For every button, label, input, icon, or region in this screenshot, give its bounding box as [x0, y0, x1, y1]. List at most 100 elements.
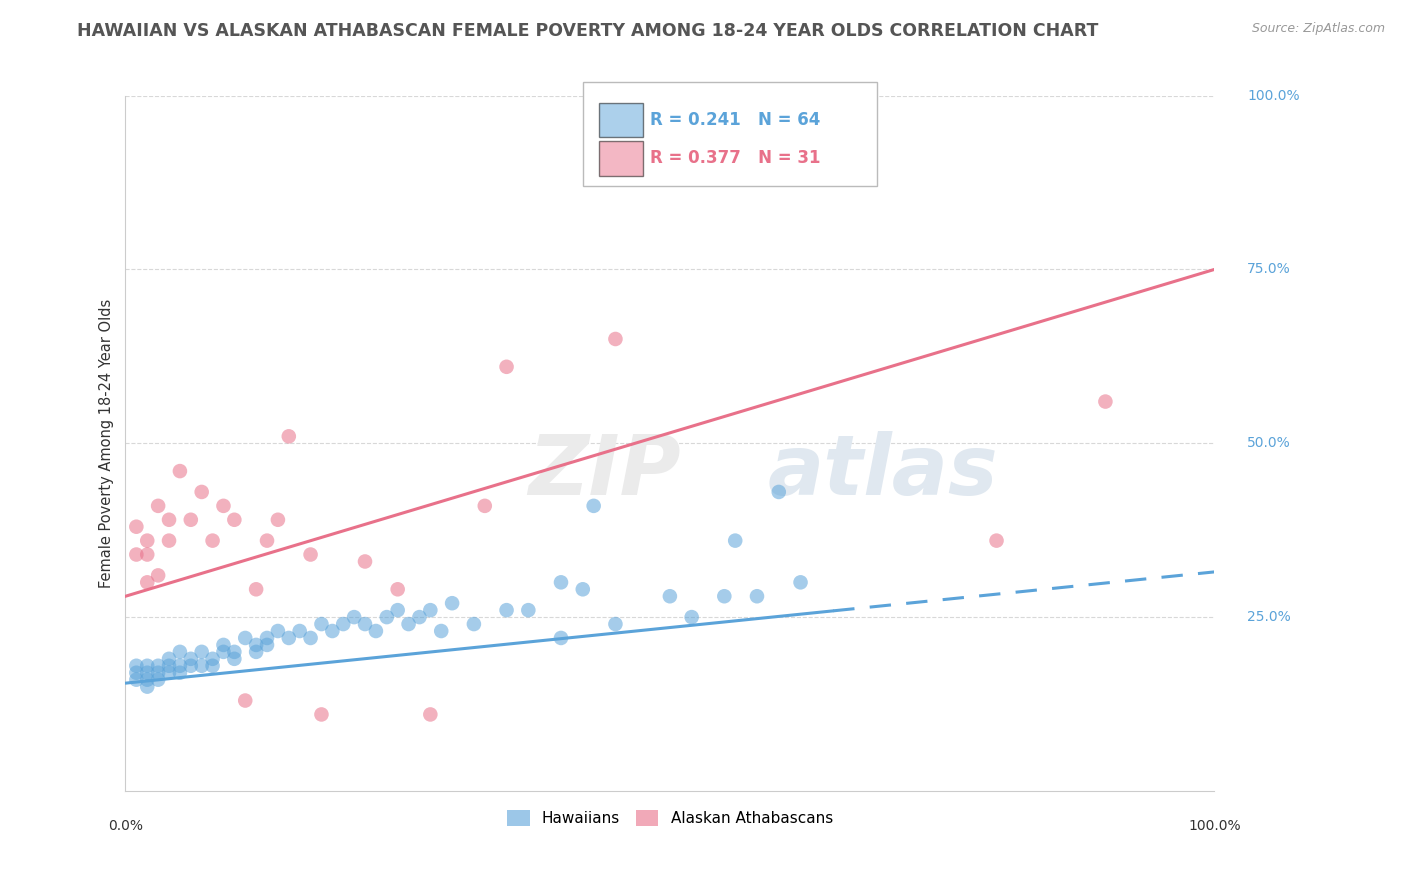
Point [157, 658, 180, 673]
Point [125, 658, 148, 673]
Point [354, 617, 377, 632]
Point [169, 665, 191, 680]
Point [157, 652, 180, 666]
Point [332, 617, 354, 632]
Point [375, 610, 398, 624]
Point [201, 533, 224, 548]
Point [190, 485, 212, 500]
Text: 50.0%: 50.0% [1247, 436, 1291, 450]
Point [157, 533, 180, 548]
Point [408, 610, 430, 624]
Point [169, 464, 191, 478]
Point [180, 513, 202, 527]
Point [180, 652, 202, 666]
Point [125, 673, 148, 687]
Point [354, 554, 377, 568]
Point [201, 652, 224, 666]
Point [277, 429, 299, 443]
Point [582, 499, 605, 513]
Point [343, 610, 366, 624]
Point [311, 617, 333, 632]
Point [157, 665, 180, 680]
Point [387, 582, 409, 597]
Text: ZIP: ZIP [529, 431, 681, 512]
Point [233, 693, 256, 707]
Y-axis label: Female Poverty Among 18-24 Year Olds: Female Poverty Among 18-24 Year Olds [100, 299, 114, 588]
Point [180, 658, 202, 673]
Point [212, 638, 235, 652]
Legend: Hawaiians, Alaskan Athabascans: Hawaiians, Alaskan Athabascans [501, 804, 839, 832]
Point [136, 680, 159, 694]
Point [768, 485, 790, 500]
Point [419, 707, 441, 722]
Point [224, 652, 246, 666]
FancyBboxPatch shape [582, 82, 877, 186]
Point [517, 603, 540, 617]
Point [299, 548, 322, 562]
Point [311, 707, 333, 722]
Point [605, 617, 627, 632]
Point [136, 533, 159, 548]
Text: 75.0%: 75.0% [1247, 262, 1291, 277]
Point [550, 575, 572, 590]
Point [713, 88, 735, 103]
Point [190, 645, 212, 659]
Point [233, 631, 256, 645]
FancyBboxPatch shape [599, 141, 643, 176]
Point [495, 359, 517, 374]
Point [146, 658, 169, 673]
Point [745, 589, 768, 603]
Point [986, 533, 1008, 548]
Point [136, 575, 159, 590]
Point [136, 548, 159, 562]
Text: R = 0.377   N = 31: R = 0.377 N = 31 [651, 149, 821, 167]
Text: atlas: atlas [768, 431, 998, 512]
Point [321, 624, 343, 638]
Point [224, 645, 246, 659]
Point [267, 624, 290, 638]
Text: 100.0%: 100.0% [1188, 819, 1240, 833]
Text: 100.0%: 100.0% [1247, 88, 1299, 103]
Point [125, 548, 148, 562]
Text: 0.0%: 0.0% [108, 819, 143, 833]
Text: 25.0%: 25.0% [1247, 610, 1291, 624]
Point [681, 610, 703, 624]
Point [146, 673, 169, 687]
Point [495, 603, 517, 617]
Point [146, 665, 169, 680]
Point [1094, 394, 1116, 409]
Point [136, 658, 159, 673]
Point [605, 332, 627, 346]
Point [277, 631, 299, 645]
Point [550, 631, 572, 645]
Point [713, 589, 735, 603]
Point [146, 499, 169, 513]
Point [658, 589, 681, 603]
Point [169, 645, 191, 659]
Text: R = 0.241   N = 64: R = 0.241 N = 64 [651, 111, 821, 129]
Point [256, 638, 278, 652]
Point [169, 658, 191, 673]
FancyBboxPatch shape [599, 103, 643, 137]
Point [157, 513, 180, 527]
Point [364, 624, 387, 638]
Point [463, 617, 485, 632]
Point [789, 575, 811, 590]
Point [190, 658, 212, 673]
Point [125, 665, 148, 680]
Point [201, 658, 224, 673]
Point [245, 638, 267, 652]
Point [288, 624, 311, 638]
Point [125, 519, 148, 533]
Point [245, 645, 267, 659]
Point [267, 513, 290, 527]
Point [387, 603, 409, 617]
Text: Source: ZipAtlas.com: Source: ZipAtlas.com [1251, 22, 1385, 36]
Point [146, 568, 169, 582]
Point [299, 631, 322, 645]
Point [474, 499, 496, 513]
Point [136, 665, 159, 680]
Point [212, 645, 235, 659]
Text: HAWAIIAN VS ALASKAN ATHABASCAN FEMALE POVERTY AMONG 18-24 YEAR OLDS CORRELATION : HAWAIIAN VS ALASKAN ATHABASCAN FEMALE PO… [77, 22, 1098, 40]
Point [419, 603, 441, 617]
